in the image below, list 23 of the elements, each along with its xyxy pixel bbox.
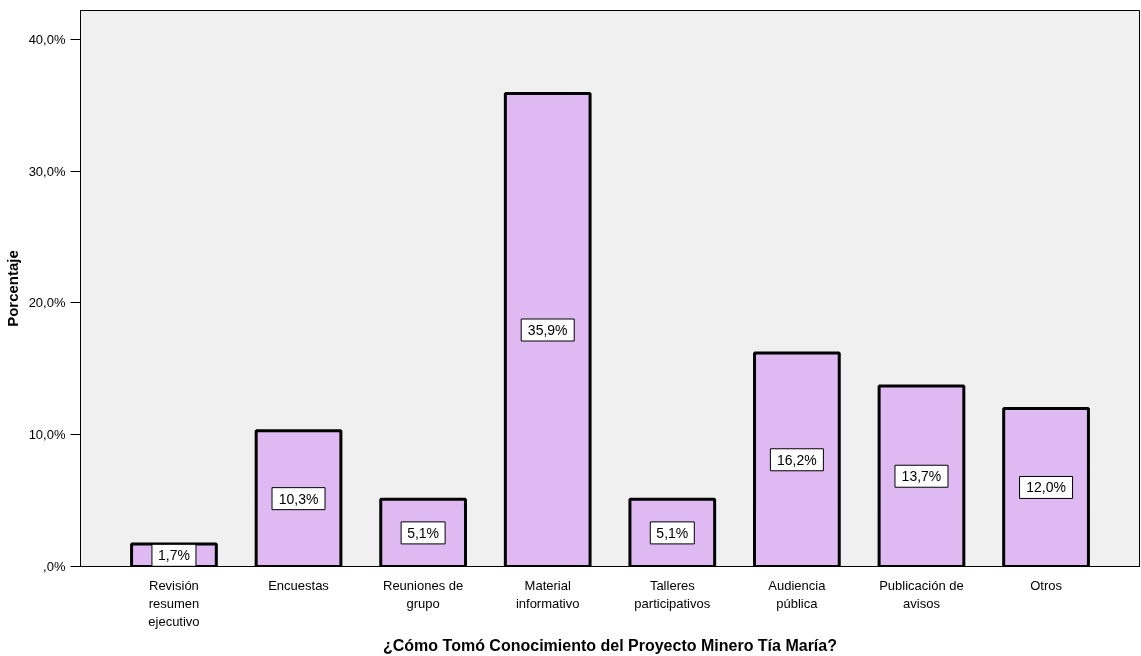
y-tick-label: 10,0% — [28, 427, 66, 443]
y-axis-title: Porcentaje — [3, 250, 21, 327]
x-tick-label: Talleres participativos — [634, 577, 711, 611]
x-tick-label: Encuestas — [268, 577, 330, 593]
x-tick-label: Material informativo — [515, 577, 580, 611]
data-label: 1,7% — [157, 547, 190, 564]
data-label: 16,2% — [777, 451, 817, 468]
x-tick-label: Audiencia pública — [768, 577, 827, 611]
x-tick-label: Publicación de avisos — [879, 577, 964, 611]
data-label: 5,1% — [407, 524, 440, 541]
x-tick-label: Revisión resumen ejecutivo — [148, 577, 200, 629]
y-tick-label: 20,0% — [28, 295, 66, 311]
data-label: 12,0% — [1026, 479, 1066, 496]
data-label: 35,9% — [527, 322, 568, 338]
x-tick-label: Otros — [1030, 577, 1063, 593]
y-tick-label: ,0% — [43, 559, 66, 574]
y-tick-label: 30,0% — [28, 163, 66, 179]
x-tick-label: Reuniones de grupo — [383, 577, 464, 611]
data-label: 5,1% — [656, 524, 689, 541]
data-label: 10,3% — [278, 490, 319, 507]
data-label: 13,7% — [901, 468, 942, 485]
y-tick-label: 40,0% — [28, 31, 66, 47]
x-axis-title: ¿Cómo Tomó Conocimiento del Proyecto Minero Tía María? — [383, 636, 837, 654]
